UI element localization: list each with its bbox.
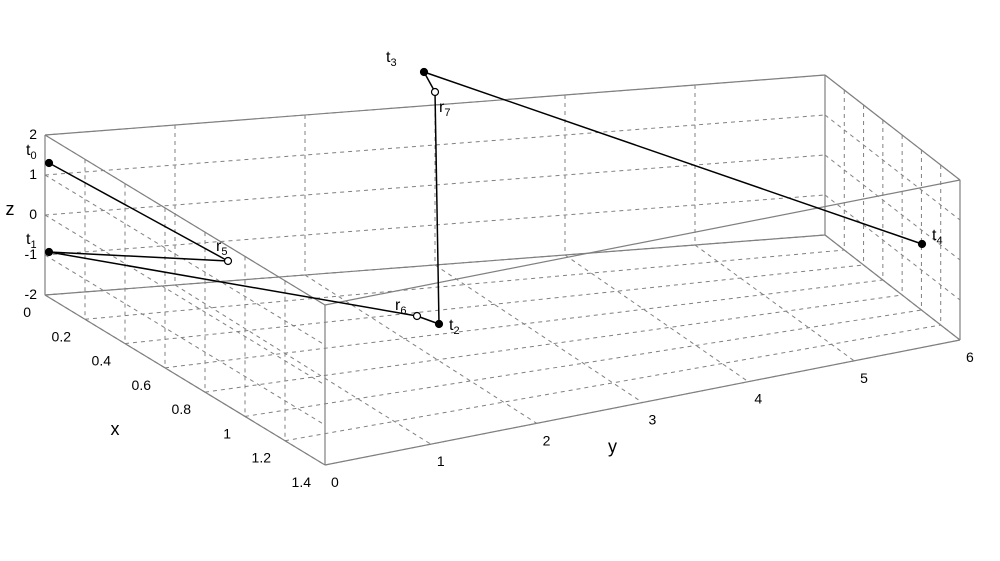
z-tick: -2	[25, 286, 38, 302]
node-t2	[436, 321, 443, 328]
y-tick: 6	[966, 349, 974, 365]
y-tick: 4	[754, 391, 762, 407]
z-axis-label: z	[6, 199, 15, 219]
edge	[424, 72, 922, 244]
node-r6	[414, 313, 421, 320]
y-tick: 5	[860, 370, 868, 386]
x-tick: 0.6	[132, 377, 152, 393]
graph-edges	[49, 72, 922, 324]
y-tick: 0	[331, 474, 339, 490]
x-tick: 0.8	[172, 401, 192, 417]
y-tick: 1	[437, 453, 445, 469]
edge	[49, 163, 228, 261]
node-r5	[225, 258, 232, 265]
tick-labels: -2-101200.20.40.60.811.21.40123456	[23, 126, 974, 490]
x-tick: 0.2	[52, 328, 72, 344]
edge	[435, 92, 439, 324]
node-t0	[46, 160, 53, 167]
x-axis-label: x	[111, 419, 120, 439]
axis-labels: z x y	[6, 199, 618, 457]
node-t1	[46, 249, 53, 256]
x-tick: 0.4	[92, 353, 112, 369]
x-tick: 0	[23, 304, 31, 320]
node-label-t0: t0	[26, 142, 37, 162]
x-tick: 1.2	[252, 450, 272, 466]
y-tick: 3	[649, 412, 657, 428]
edge	[49, 252, 417, 316]
plot-3d: -2-101200.20.40.60.811.21.40123456zxyt0t…	[0, 0, 1000, 561]
node-t4	[919, 241, 926, 248]
node-r7	[432, 89, 439, 96]
node-label-r6: r6	[395, 297, 406, 317]
node-label-t3: t3	[386, 49, 397, 69]
x-tick: 1.4	[292, 474, 312, 490]
node-label-r7: r7	[439, 99, 450, 119]
node-label-t2: t2	[449, 317, 460, 337]
z-tick: 1	[29, 166, 37, 182]
y-axis-label: y	[608, 437, 617, 457]
node-t3	[421, 69, 428, 76]
z-tick: 2	[29, 126, 37, 142]
y-tick: 2	[543, 432, 551, 448]
z-tick: 0	[29, 206, 37, 222]
x-tick: 1	[223, 425, 231, 441]
